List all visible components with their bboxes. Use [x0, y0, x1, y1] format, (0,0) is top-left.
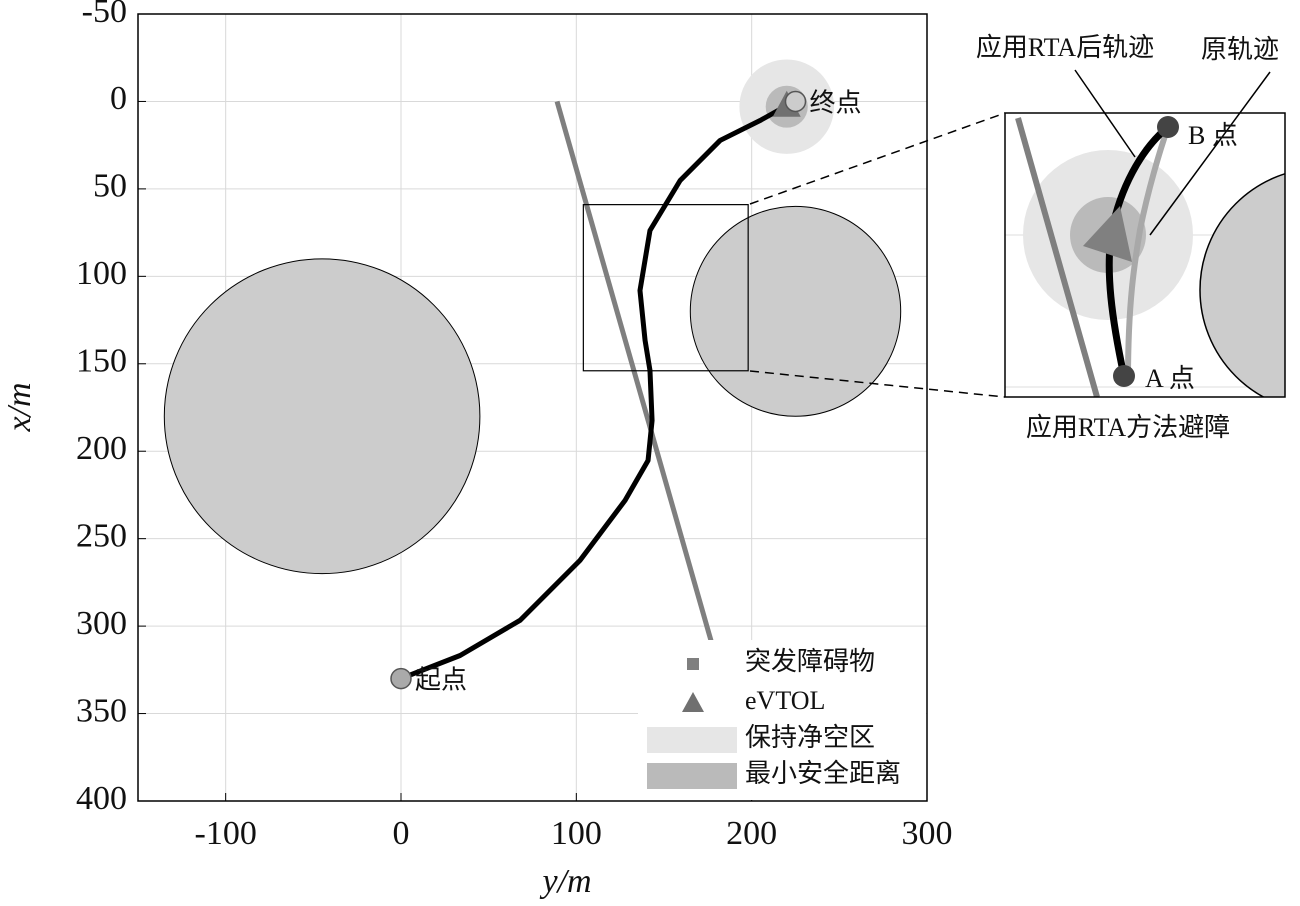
x-axis-label: y/m: [539, 863, 591, 900]
inset-label: A 点: [1145, 364, 1195, 393]
leader-line: [1074, 69, 1136, 158]
y-tick-label: 0: [110, 80, 127, 117]
inset-point-b: [1157, 116, 1179, 138]
sudden-obstacle-path: [554, 100, 714, 643]
y-tick-label: 100: [76, 255, 127, 292]
inset-original-trajectory: [1125, 126, 1171, 381]
end-marker: [784, 90, 807, 113]
inset-point-a: [1113, 365, 1135, 387]
x-tick-label: -100: [195, 815, 257, 852]
inset-label: 应用RTA后轨迹: [976, 33, 1154, 62]
inset-obstacle: [1199, 172, 1285, 397]
legend-swatch: [647, 763, 737, 789]
inset-evtol: [1083, 206, 1132, 262]
legend-label: eVTOL: [745, 686, 825, 715]
leader-line: [1149, 71, 1271, 236]
x-tick-label: 200: [726, 815, 777, 852]
y-tick-label: 400: [76, 780, 127, 817]
legend-swatch: [687, 658, 699, 670]
legend-swatch: [682, 692, 704, 712]
y-tick-label: 150: [76, 343, 127, 380]
x-tick-label: 0: [393, 815, 410, 852]
end-label: 终点: [810, 88, 862, 117]
y-tick-label: 350: [76, 692, 127, 729]
y-tick-label: 300: [76, 605, 127, 642]
legend-label: 保持净空区: [745, 723, 875, 752]
y-tick-label: 50: [93, 168, 127, 205]
inset: 应用RTA后轨迹 原轨迹 B 点 A 点 应用RTA方法避障: [976, 33, 1286, 442]
obstacle: [163, 258, 481, 575]
inset-sudden-obstacle: [1015, 117, 1100, 397]
inset-frame: [1004, 112, 1286, 398]
obstacle: [689, 205, 902, 417]
axes-frame: [137, 13, 928, 802]
legend-swatch: [647, 727, 737, 753]
inset-label: B 点: [1188, 121, 1238, 150]
y-tick-label: -50: [82, 0, 127, 30]
legend-label: 突发障碍物: [745, 647, 875, 676]
inset-label: 原轨迹: [1201, 35, 1279, 64]
start-label: 起点: [415, 666, 467, 695]
ticks: -100 0 100 200 300 -50 0 50 100 150 200 250 300 350 40…: [76, 0, 953, 852]
y-tick-label: 200: [76, 430, 127, 467]
x-tick-label: 300: [902, 815, 953, 852]
x-tick-label: 100: [551, 815, 602, 852]
plot-area: 起点 终点: [138, 14, 927, 801]
zoom-connector: [749, 112, 1006, 205]
y-axis-label: x/m: [1, 382, 38, 432]
zoom-connector: [749, 370, 1006, 398]
zoom-box: [582, 204, 749, 372]
y-tick-label: 250: [76, 517, 127, 554]
legend-label: 最小安全距离: [745, 759, 901, 788]
inset-caption: 应用RTA方法避障: [1026, 413, 1230, 442]
start-marker: [390, 667, 412, 690]
